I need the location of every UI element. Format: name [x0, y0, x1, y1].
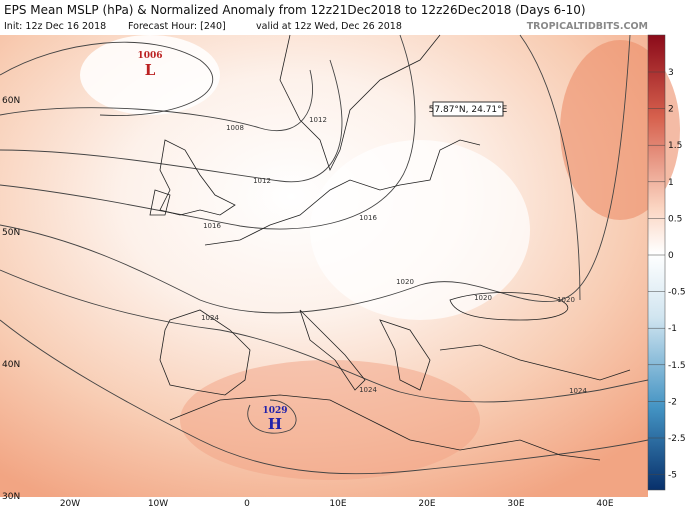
- lon-label: 20E: [418, 499, 435, 509]
- coastline: [169, 394, 601, 461]
- colorbar-label: -0.5: [668, 288, 685, 298]
- isobar-label: 1012: [309, 116, 327, 124]
- colorbar-label: -2.5: [668, 434, 685, 444]
- isobars: [0, 34, 649, 475]
- warm-area: [180, 360, 480, 480]
- isobar-label: 1008: [226, 124, 244, 132]
- high-symbol: H: [268, 415, 282, 433]
- lon-label: 10E: [329, 499, 346, 509]
- coastline: [279, 34, 441, 172]
- lon-label: 40E: [596, 499, 613, 509]
- colorbar-label: -1.5: [668, 361, 685, 371]
- isobar: [0, 269, 649, 403]
- coastline: [159, 139, 236, 216]
- colorbar-label: 1: [668, 178, 674, 188]
- forecast-hour: Forecast Hour: [240]: [128, 21, 226, 32]
- isobar: [247, 399, 297, 434]
- tooltip-box: [432, 101, 504, 117]
- lon-label: 10W: [148, 499, 168, 509]
- isobar-label: 1024: [201, 314, 219, 322]
- colorbar-label: 0.5: [668, 214, 682, 224]
- colorbar-label: 0: [668, 251, 674, 261]
- high-value: 1029: [262, 406, 287, 416]
- isobar-label: 1020: [557, 296, 575, 304]
- coastline: [449, 292, 569, 321]
- tooltip: 57.87°N, 24.71°E: [429, 105, 508, 115]
- isobar: [0, 34, 631, 314]
- low-area: [80, 35, 220, 115]
- lat-label: 40N: [2, 360, 20, 370]
- map: 1006 L 1029 H 57.87°N, 24.71°E 1008 1012 1…: [0, 34, 680, 509]
- isobar: [0, 34, 416, 230]
- isobar: [0, 69, 313, 132]
- valid-time: valid at 12z Wed, Dec 26 2018: [256, 21, 402, 32]
- coastline: [299, 309, 366, 391]
- colorbar-label: 3: [668, 68, 674, 78]
- coastline: [149, 189, 171, 216]
- isobar: [0, 59, 343, 183]
- coastline: [439, 344, 631, 381]
- colorbar-label: -2: [668, 397, 677, 407]
- low-symbol: L: [145, 61, 156, 79]
- colorbar-label: -5: [668, 471, 677, 481]
- site: TROPICALTIDBITS.COM: [527, 21, 648, 32]
- isobar-label: 1012: [253, 177, 271, 185]
- colorbar-label: 2: [668, 105, 674, 115]
- low-value: 1006: [137, 51, 162, 61]
- isobar-label: 1024: [569, 387, 587, 395]
- lat-label: 30N: [2, 492, 20, 502]
- isobar-label: 1016: [359, 214, 377, 222]
- coastline: [204, 139, 481, 246]
- lat-label: 50N: [2, 228, 20, 238]
- coastlines: [149, 34, 631, 461]
- isobar-label: 1016: [203, 222, 221, 230]
- lon-label: 30E: [507, 499, 524, 509]
- isobar-label: 1020: [474, 294, 492, 302]
- isobar: [0, 319, 649, 475]
- lat-label: 60N: [2, 96, 20, 106]
- init: Init: 12z Dec 16 2018: [4, 21, 106, 32]
- title: EPS Mean MSLP (hPa) & Normalized Anomaly…: [4, 3, 586, 17]
- isobar: [0, 41, 214, 116]
- lon-label: 20W: [60, 499, 80, 509]
- colorbar: [647, 34, 666, 491]
- colorbar-label: -1: [668, 324, 677, 334]
- isobar-label: 1020: [396, 278, 414, 286]
- colorbar-label: 1.5: [668, 141, 682, 151]
- lon-label: 0: [244, 499, 250, 509]
- isobar: [519, 34, 581, 301]
- isobar-label: 1024: [359, 386, 377, 394]
- coastline: [159, 309, 251, 396]
- coastline: [379, 319, 431, 391]
